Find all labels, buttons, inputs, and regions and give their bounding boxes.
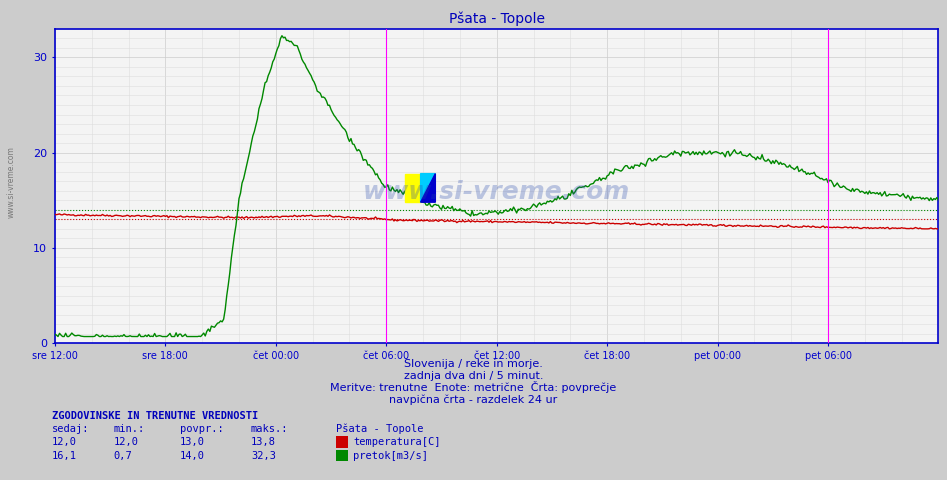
Title: Pšata - Topole: Pšata - Topole [449, 12, 545, 26]
Text: zadnja dva dni / 5 minut.: zadnja dva dni / 5 minut. [403, 371, 544, 381]
Polygon shape [420, 174, 436, 202]
Text: 13,8: 13,8 [251, 437, 276, 447]
Text: 13,0: 13,0 [180, 437, 205, 447]
Polygon shape [420, 174, 436, 202]
Text: 12,0: 12,0 [114, 437, 138, 447]
Text: navpična črta - razdelek 24 ur: navpična črta - razdelek 24 ur [389, 395, 558, 405]
Text: Meritve: trenutne  Enote: metrične  Črta: povprečje: Meritve: trenutne Enote: metrične Črta: … [331, 381, 616, 393]
Text: 32,3: 32,3 [251, 451, 276, 461]
Text: 14,0: 14,0 [180, 451, 205, 461]
Text: 16,1: 16,1 [52, 451, 77, 461]
Text: www.si-vreme.com: www.si-vreme.com [363, 180, 631, 204]
Text: 12,0: 12,0 [52, 437, 77, 447]
Text: povpr.:: povpr.: [180, 424, 223, 434]
Text: maks.:: maks.: [251, 424, 289, 434]
Text: Slovenija / reke in morje.: Slovenija / reke in morje. [404, 359, 543, 369]
Text: temperatura[C]: temperatura[C] [353, 437, 440, 447]
Text: Pšata - Topole: Pšata - Topole [336, 423, 423, 434]
Text: ZGODOVINSKE IN TRENUTNE VREDNOSTI: ZGODOVINSKE IN TRENUTNE VREDNOSTI [52, 410, 259, 420]
Text: sedaj:: sedaj: [52, 424, 90, 434]
Text: pretok[m3/s]: pretok[m3/s] [353, 451, 428, 461]
Text: 0,7: 0,7 [114, 451, 133, 461]
Bar [404, 174, 420, 202]
Text: www.si-vreme.com: www.si-vreme.com [7, 146, 16, 218]
Text: min.:: min.: [114, 424, 145, 434]
